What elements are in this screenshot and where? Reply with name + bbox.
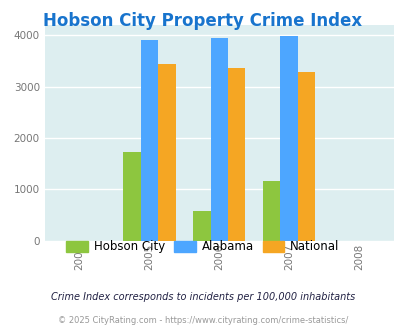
Text: © 2025 CityRating.com - https://www.cityrating.com/crime-statistics/: © 2025 CityRating.com - https://www.city… <box>58 315 347 325</box>
Bar <box>297 72 314 241</box>
Bar <box>262 181 279 241</box>
Bar <box>158 64 175 241</box>
Bar <box>210 38 228 241</box>
Bar <box>193 211 210 241</box>
Text: Hobson City Property Crime Index: Hobson City Property Crime Index <box>43 12 362 30</box>
Bar <box>140 40 158 241</box>
Legend: Hobson City, Alabama, National: Hobson City, Alabama, National <box>62 236 343 258</box>
Text: Crime Index corresponds to incidents per 100,000 inhabitants: Crime Index corresponds to incidents per… <box>51 292 354 302</box>
Bar <box>228 68 245 241</box>
Bar <box>123 152 140 241</box>
Bar <box>279 36 297 241</box>
